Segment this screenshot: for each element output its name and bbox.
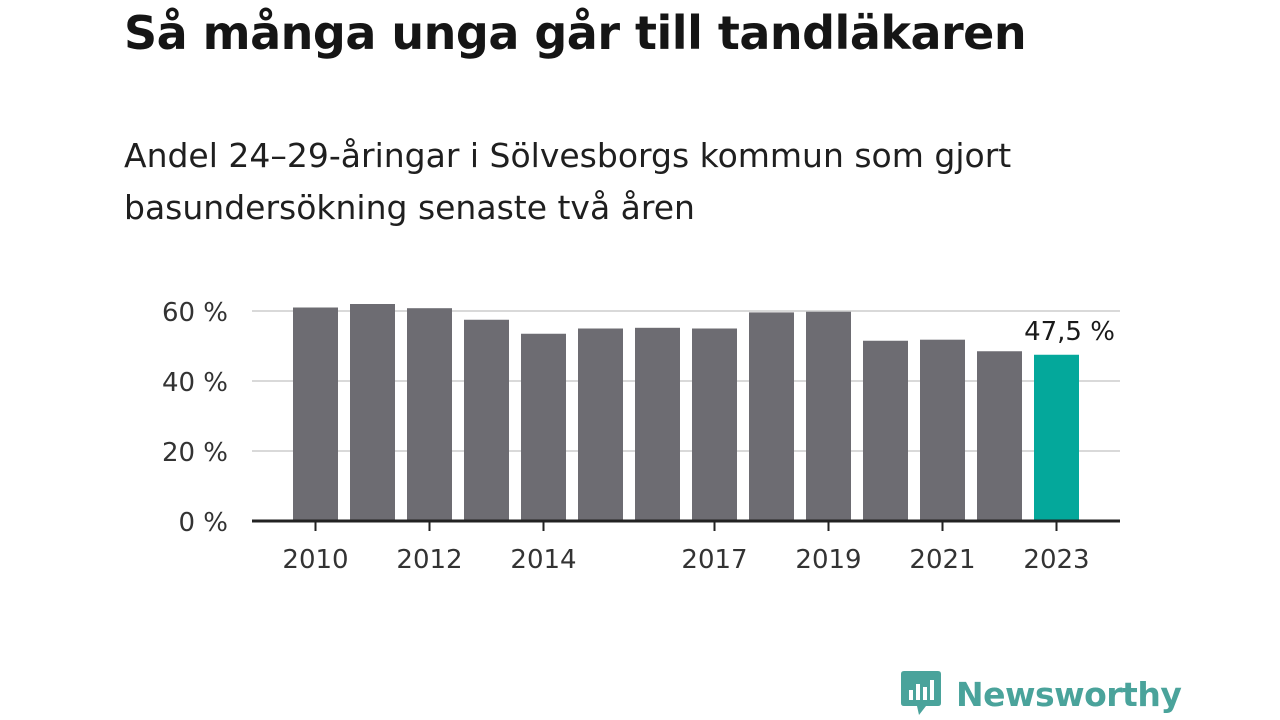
logo-text: Newsworthy	[956, 674, 1182, 714]
bar-2012	[407, 308, 452, 521]
x-tick-label: 2014	[510, 545, 576, 575]
x-tick-label: 2017	[681, 545, 747, 575]
bar-2019	[806, 311, 851, 521]
bar-2011	[350, 304, 395, 521]
chart-title: Så många unga går till tandläkaren	[124, 6, 1027, 60]
bar-2018	[749, 312, 794, 521]
y-tick-label: 20 %	[162, 438, 228, 468]
y-tick-label: 60 %	[162, 298, 228, 328]
chart-subtitle: Andel 24–29-åringar i Sölvesborgs kommun…	[124, 136, 1012, 227]
x-tick-label: 2012	[396, 545, 462, 575]
bar-2021	[920, 339, 965, 521]
x-tick-label: 2021	[909, 545, 975, 575]
x-tick-label: 2010	[282, 545, 348, 575]
bar-2022	[977, 351, 1022, 521]
bar-2013	[464, 319, 509, 521]
y-tick-label: 0 %	[178, 508, 228, 538]
x-tick-label: 2019	[795, 545, 861, 575]
bar-2023	[1034, 354, 1079, 521]
bar-2017	[692, 328, 737, 521]
y-tick-label: 40 %	[162, 368, 228, 398]
bar-2020	[863, 340, 908, 521]
newsworthy-chart-icon	[901, 671, 941, 715]
bar-2014	[521, 333, 566, 521]
newsworthy-logo: Newsworthy	[900, 668, 1182, 720]
x-tick-label: 2023	[1023, 545, 1089, 575]
bar-2015	[578, 328, 623, 521]
data-label-2023: 47,5 %	[1024, 317, 1115, 347]
bar-2016	[635, 327, 680, 521]
bar-2010	[293, 307, 338, 521]
